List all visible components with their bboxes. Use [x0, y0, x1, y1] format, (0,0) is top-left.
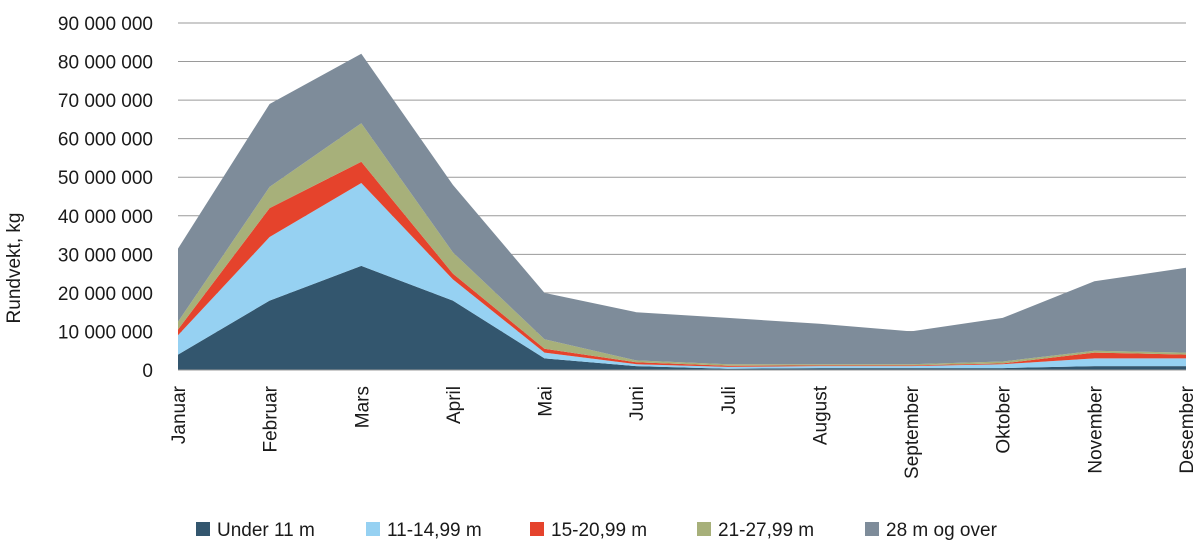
- x-tick-label: Februar: [261, 385, 282, 452]
- legend-label: 21-27,99 m: [718, 520, 814, 541]
- legend-swatch: [530, 522, 544, 536]
- legend-label: 15-20,99 m: [551, 520, 647, 541]
- x-tick-label: November: [1085, 385, 1106, 473]
- x-tick-labels: Januar Februar Mars April Mai Juni Juli August S…: [169, 385, 1198, 479]
- y-tick-label: 40 000 000: [58, 207, 153, 228]
- x-tick-label: Juni: [627, 386, 648, 421]
- x-tick-label: Juli: [719, 386, 740, 415]
- legend-swatch: [697, 522, 711, 536]
- x-tick-label: Mars: [352, 386, 373, 428]
- y-axis-label: Rundvekt, kg: [4, 213, 25, 324]
- legend-label: Under 11 m: [217, 520, 315, 541]
- legend-label: 11-14,99 m: [387, 520, 482, 541]
- legend: Under 11 m 11-14,99 m 15-20,99 m 21-27,99 m…: [196, 520, 998, 541]
- y-tick-label: 50 000 000: [58, 168, 153, 189]
- x-tick-label: Desember: [1177, 385, 1198, 473]
- legend-item: Under 11 m: [196, 520, 315, 541]
- legend-swatch: [366, 522, 380, 536]
- y-tick-label: 10 000 000: [58, 322, 153, 343]
- area-under-11-m: [178, 265, 1186, 370]
- x-tick-label: Oktober: [994, 385, 1015, 453]
- area-series: [178, 53, 1186, 370]
- y-tick-labels: 0 10 000 000 20 000 000 30 000 000 40 000 00…: [58, 14, 153, 382]
- y-tick-label: 90 000 000: [58, 14, 153, 35]
- area-28-m-og-over: [178, 53, 1186, 365]
- y-tick-label: 20 000 000: [58, 284, 153, 305]
- legend-item: 28 m og over: [865, 520, 998, 541]
- legend-label: 28 m og over: [886, 520, 998, 541]
- legend-item: 21-27,99 m: [697, 520, 814, 541]
- y-tick-label: 0: [142, 361, 153, 382]
- x-tick-label: September: [902, 385, 923, 479]
- x-tick-label: Januar: [169, 385, 190, 444]
- y-tick-label: 70 000 000: [58, 91, 153, 112]
- x-tick-label: Mai: [536, 386, 557, 417]
- y-tick-label: 30 000 000: [58, 245, 153, 266]
- y-tick-label: 60 000 000: [58, 130, 153, 151]
- legend-item: 15-20,99 m: [530, 520, 647, 541]
- x-tick-label: April: [444, 386, 465, 424]
- legend-swatch: [865, 522, 879, 536]
- x-tick-label: August: [811, 385, 832, 445]
- legend-swatch: [196, 522, 210, 536]
- y-tick-label: 80 000 000: [58, 53, 153, 74]
- legend-item: 11-14,99 m: [366, 520, 482, 541]
